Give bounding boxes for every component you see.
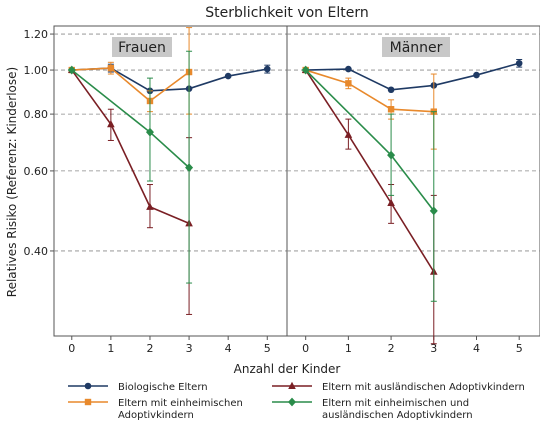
chart-title: Sterblichkeit von Eltern <box>205 5 368 21</box>
data-point <box>146 202 154 210</box>
legend-item-3: Eltern mit einheimischen undausländische… <box>272 397 473 421</box>
legend-label: Eltern mit einheimischen und <box>322 398 469 409</box>
x-tick-label: 2 <box>146 342 153 355</box>
series-3 <box>301 65 438 302</box>
series-line <box>71 67 190 103</box>
y-tick-label: 0.80 <box>24 108 49 121</box>
x-tick-label: 4 <box>473 342 480 355</box>
series-2 <box>301 65 438 345</box>
data-point <box>387 150 396 160</box>
data-point <box>224 72 232 80</box>
data-point <box>107 64 115 72</box>
legend-label: ausländischen Adoptivkindern <box>322 410 473 421</box>
chart-legend: Biologische Eltern Eltern mit ausländisch… <box>68 381 525 421</box>
chart-panels: 1.20 1.00 0.80 0.60 0.40 0 1 2 3 4 5 Frauen 0 1 2 3 4 5 Mä… <box>24 25 540 355</box>
data-point <box>345 65 352 73</box>
x-tick-label: 0 <box>68 342 75 355</box>
data-point <box>345 80 352 87</box>
legend-marker <box>288 381 296 389</box>
panel-label: Männer <box>390 40 443 56</box>
data-point <box>387 198 395 206</box>
series-2 <box>67 65 193 315</box>
y-tick-label: 0.60 <box>24 165 49 178</box>
legend-marker <box>84 382 92 390</box>
panel-label: Frauen <box>118 40 166 56</box>
x-tick-label: 0 <box>302 342 309 355</box>
x-tick-label: 4 <box>225 342 232 355</box>
data-point <box>263 65 271 73</box>
legend-marker <box>288 397 296 407</box>
data-point <box>301 65 310 75</box>
panel-label-box <box>112 37 172 57</box>
x-tick-label: 1 <box>345 342 352 355</box>
series-line <box>305 69 434 113</box>
legend-label: Eltern mit einheimischen <box>118 398 243 409</box>
series-0 <box>302 58 523 94</box>
legend-item-1: Eltern mit ausländischen Adoptivkindern <box>272 381 525 393</box>
data-point <box>107 120 115 128</box>
data-point <box>185 163 194 173</box>
y-tick-label: 1.20 <box>24 28 49 41</box>
legend-label: Biologische Eltern <box>118 382 208 393</box>
series-line <box>71 69 190 225</box>
legend-item-0: Biologische Eltern <box>68 382 208 393</box>
data-point <box>387 106 395 113</box>
panel-label-group: Männer <box>382 37 450 57</box>
data-point <box>473 71 480 79</box>
panel-label-group: Frauen <box>112 37 172 57</box>
y-tick-label: 0.40 <box>24 245 49 258</box>
data-point <box>344 130 353 138</box>
panel-0: 1.20 1.00 0.80 0.60 0.40 0 1 2 3 4 5 Frauen <box>24 25 288 355</box>
y-axis-title: Relatives Risiko (Referenz: Kinderlose) <box>5 67 19 297</box>
series-3 <box>67 50 194 284</box>
panel-label-box <box>382 37 450 57</box>
data-point <box>387 86 395 94</box>
data-point <box>145 127 154 137</box>
panel-1: 0 1 2 3 4 5 Männer <box>286 25 540 355</box>
panel-frame <box>286 25 540 337</box>
data-point <box>429 206 438 216</box>
x-tick-label: 3 <box>186 342 193 355</box>
x-tick-label: 5 <box>516 342 523 355</box>
x-axis-title: Anzahl der Kinder <box>234 362 341 376</box>
x-tick-label: 5 <box>264 342 271 355</box>
data-point <box>515 59 523 67</box>
x-tick-label: 3 <box>430 342 437 355</box>
legend-label: Eltern mit ausländischen Adoptivkindern <box>322 382 525 393</box>
y-tick-label: 1.00 <box>24 64 49 77</box>
x-tick-label: 2 <box>388 342 395 355</box>
legend-marker <box>84 398 92 406</box>
series-line <box>305 69 435 212</box>
legend-label: Adoptivkindern <box>118 410 194 421</box>
series-line <box>305 62 520 91</box>
x-tick-label: 1 <box>107 342 114 355</box>
series-line <box>305 69 435 273</box>
data-point <box>67 65 76 75</box>
